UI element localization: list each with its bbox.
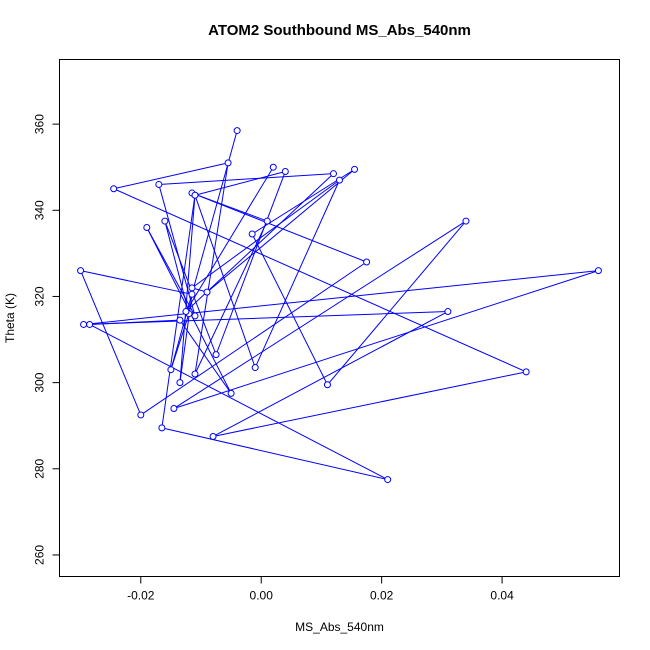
data-point [191,312,199,320]
series-segment [254,179,340,368]
series-segment [251,233,328,386]
data-point [444,308,452,316]
y-axis-label: Theta (K) [3,293,17,343]
data-point [462,217,470,225]
y-tick-label: 320 [33,286,47,306]
series-segment [212,311,449,437]
series-lines [80,130,599,481]
series-segment [194,171,286,196]
series-segment [80,270,142,416]
x-axis: -0.02 0.00 0.02 0.04 [127,576,514,603]
data-point [336,176,343,184]
data-point [110,185,118,193]
data-point [269,163,277,171]
series-segment [173,270,599,409]
series-segment [179,319,232,394]
data-point [176,316,184,324]
y-tick-label: 280 [33,458,47,478]
series-segment [140,261,367,416]
data-point [188,284,196,292]
data-point [77,267,85,275]
plot-frame [59,59,620,577]
data-point [227,389,235,397]
data-point [233,127,241,135]
series-segment [191,192,367,263]
series-segment [170,130,238,370]
series-segment [89,324,388,481]
series-segment [89,319,180,325]
data-point [155,180,163,188]
series-segment [113,188,527,373]
data-point [251,364,259,372]
data-point [176,379,184,387]
series-segment [179,294,193,383]
chart-title: ATOM2 Southbound MS_Abs_540nm [208,22,471,39]
series-segment [161,195,196,428]
data-point [522,368,530,376]
data-point [363,258,371,266]
data-point [351,165,359,173]
y-tick-label: 360 [33,114,47,134]
y-tick-label: 300 [33,372,47,392]
data-point [209,432,217,440]
x-tick-label: -0.02 [127,589,155,603]
series-segment [191,179,340,289]
y-axis: 260 280 300 320 340 360 [33,114,60,565]
data-point [263,217,271,225]
data-point [80,320,88,328]
data-point [158,424,166,432]
data-point [170,404,178,412]
series-segment [327,220,467,386]
data-point [182,308,190,316]
data-point [137,411,145,419]
series-segment [212,371,527,437]
series-segment [215,171,286,355]
series-segment [206,168,355,293]
series-segment [185,166,274,312]
data-point [191,191,199,199]
data-point [281,168,289,176]
series-segment [146,227,196,317]
x-tick-label: 0.00 [250,589,274,603]
data-point [191,370,199,378]
data-point [161,217,169,225]
data-point [212,351,220,359]
data-point [167,366,175,374]
data-point [323,381,331,389]
data-point [248,230,256,238]
series-segment [80,270,193,295]
data-point [203,288,211,296]
data-point [86,320,94,328]
series-segment [83,270,599,325]
data-point [329,170,337,178]
data-point [224,159,232,167]
x-tick-label: 0.04 [490,589,514,603]
series-segment [113,162,229,190]
series-segment [194,195,256,368]
series-segment [161,427,388,481]
x-axis-label: MS_Abs_540nm [295,620,384,634]
y-tick-label: 260 [33,545,47,565]
y-tick-label: 340 [33,200,47,220]
series-points [77,127,602,484]
data-point [384,476,392,484]
data-point [143,224,151,232]
data-point [188,290,196,298]
series-segment [158,173,334,185]
x-tick-label: 0.02 [370,589,394,603]
series-segment [185,173,334,312]
data-point [594,267,602,275]
series-segment [170,313,190,370]
